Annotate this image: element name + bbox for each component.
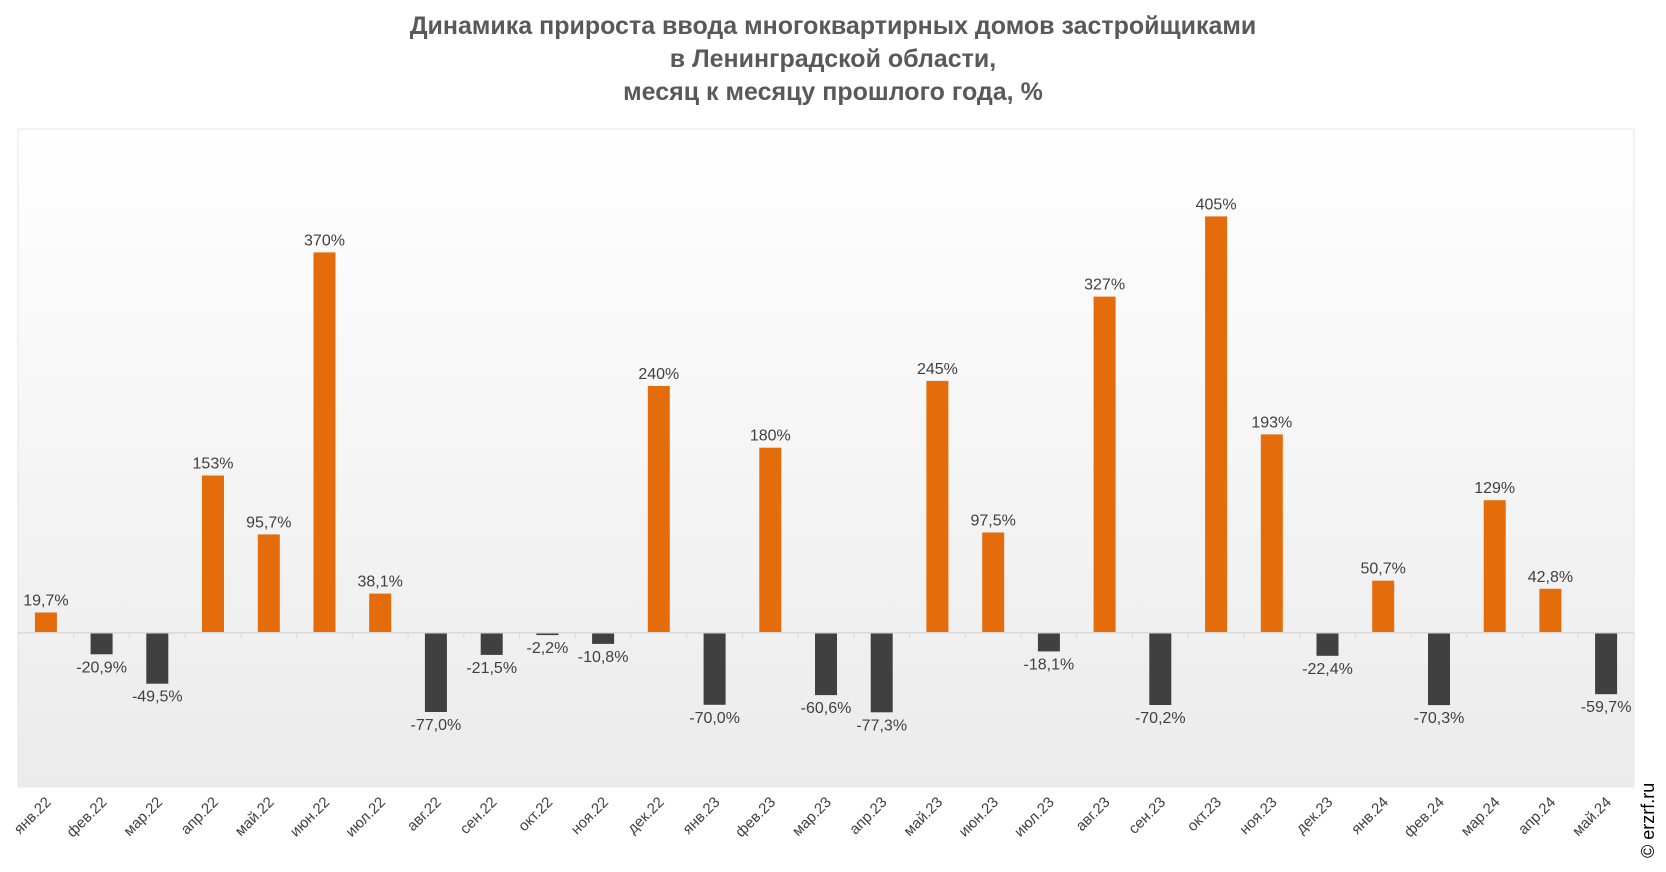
category-label: дек.22: [624, 794, 667, 837]
value-label: 97,5%: [971, 513, 1016, 530]
title-line-3: месяц к месяцу прошлого года, %: [623, 78, 1043, 106]
category-label: авг.23: [1073, 794, 1114, 835]
bar-апр.22: [202, 475, 224, 633]
category-labels: янв.22 фев.22 мар.22 апр.22 май.22 июн.22 июл.…: [11, 794, 1615, 841]
category-label: фев.24: [1401, 794, 1448, 841]
value-label: -70,3%: [1414, 710, 1465, 727]
category-label: июл.23: [1011, 794, 1058, 841]
category-label: янв.22: [11, 794, 55, 838]
category-label: мар.22: [120, 794, 166, 840]
title-line-1: Динамика прироста ввода многоквартирных …: [409, 12, 1257, 40]
bar-май.22: [257, 534, 280, 633]
bar-фев.22: [90, 632, 113, 655]
bar-окт.23: [1205, 216, 1228, 633]
category-label: фев.23: [732, 794, 779, 841]
category-label: июн.23: [956, 794, 1003, 841]
value-label: 405%: [1196, 196, 1237, 213]
value-label: 153%: [193, 456, 234, 473]
category-label: сен.22: [457, 794, 501, 838]
value-label: -20,9%: [76, 659, 127, 676]
value-label: 327%: [1084, 277, 1125, 294]
value-label: -22,4%: [1302, 661, 1353, 678]
bar-авг.23: [1093, 296, 1116, 633]
category-label: окт.22: [515, 794, 556, 835]
tick-marks: [17, 632, 1635, 638]
bar-авг.22: [424, 632, 447, 712]
bar-дек.22: [647, 386, 670, 633]
value-label: 38,1%: [358, 574, 403, 591]
value-label: 42,8%: [1528, 569, 1573, 586]
value-label: -77,0%: [411, 717, 462, 734]
bar-янв.23: [703, 632, 726, 705]
value-label: -70,0%: [689, 710, 740, 727]
category-label: май.22: [232, 794, 278, 840]
value-label: -60,6%: [801, 700, 852, 717]
value-label: 245%: [917, 361, 958, 378]
bar-фев.23: [759, 447, 782, 633]
value-label: 180%: [750, 428, 791, 445]
value-label: -10,8%: [578, 649, 629, 666]
value-label: -49,5%: [132, 689, 183, 706]
category-label: сен.23: [1125, 794, 1169, 838]
category-label: июл.22: [342, 794, 389, 841]
category-label: фев.22: [63, 794, 110, 841]
bar-апр.23: [870, 632, 893, 713]
bar-апр.24: [1539, 588, 1562, 633]
bar-мар.23: [815, 632, 837, 696]
category-label: янв.24: [1348, 794, 1392, 838]
value-label: 240%: [638, 366, 679, 383]
category-label: мар.24: [1458, 794, 1504, 840]
category-label: окт.23: [1184, 794, 1225, 835]
category-label: апр.22: [178, 794, 222, 838]
value-label: 50,7%: [1361, 561, 1406, 578]
value-label: 19,7%: [23, 593, 68, 610]
watermark-text: © erzrf.ru: [1638, 782, 1658, 858]
chart-title: Динамика прироста ввода многоквартирных …: [0, 10, 1666, 109]
value-label: 370%: [304, 232, 345, 249]
bar-июн.22: [313, 252, 336, 633]
bar-ноя.22: [592, 632, 615, 644]
category-label: апр.24: [1515, 794, 1559, 838]
title-line-2: в Ленинградской области,: [669, 45, 997, 73]
value-label: 193%: [1251, 414, 1292, 431]
category-label: июн.22: [287, 794, 334, 841]
bar-сен.23: [1149, 632, 1172, 705]
bar-янв.24: [1372, 580, 1395, 633]
value-label: -59,7%: [1581, 699, 1632, 716]
category-label: мар.23: [789, 794, 835, 840]
bar-июл.22: [369, 593, 392, 633]
bar-дек.23: [1316, 632, 1339, 656]
bar-июн.23: [982, 532, 1005, 633]
value-labels: 19,7% -20,9% -49,5% 153% 95,7% 370% 38,1% -77,0…: [23, 196, 1631, 734]
value-label: -18,1%: [1024, 656, 1075, 673]
bar-ноя.23: [1260, 434, 1283, 633]
value-label: 95,7%: [246, 514, 291, 531]
value-label: -21,5%: [466, 660, 517, 677]
category-label: янв.23: [679, 794, 723, 838]
bar-май.23: [926, 380, 949, 633]
bar-окт.22: [536, 632, 559, 636]
category-label: ноя.23: [1236, 794, 1280, 838]
category-label: авг.22: [404, 794, 445, 835]
value-label: -70,2%: [1135, 710, 1186, 727]
value-label: -77,3%: [856, 717, 907, 734]
value-label: -2,2%: [527, 640, 569, 657]
value-label: 129%: [1474, 480, 1515, 497]
bar-июл.23: [1037, 632, 1060, 652]
watermark: © erzrf.ru: [1636, 740, 1658, 860]
bar-янв.22: [34, 612, 57, 633]
category-label: май.23: [900, 794, 946, 840]
bars-layer: [34, 216, 1618, 713]
bar-мар.24: [1483, 500, 1506, 633]
category-label: май.24: [1569, 794, 1615, 840]
bar-май.24: [1595, 632, 1618, 695]
category-label: апр.23: [846, 794, 890, 838]
category-label: дек.23: [1293, 794, 1336, 837]
bar-фев.24: [1428, 632, 1450, 706]
bar-сен.22: [480, 632, 503, 655]
bar-мар.22: [146, 632, 169, 684]
category-label: ноя.22: [568, 794, 612, 838]
